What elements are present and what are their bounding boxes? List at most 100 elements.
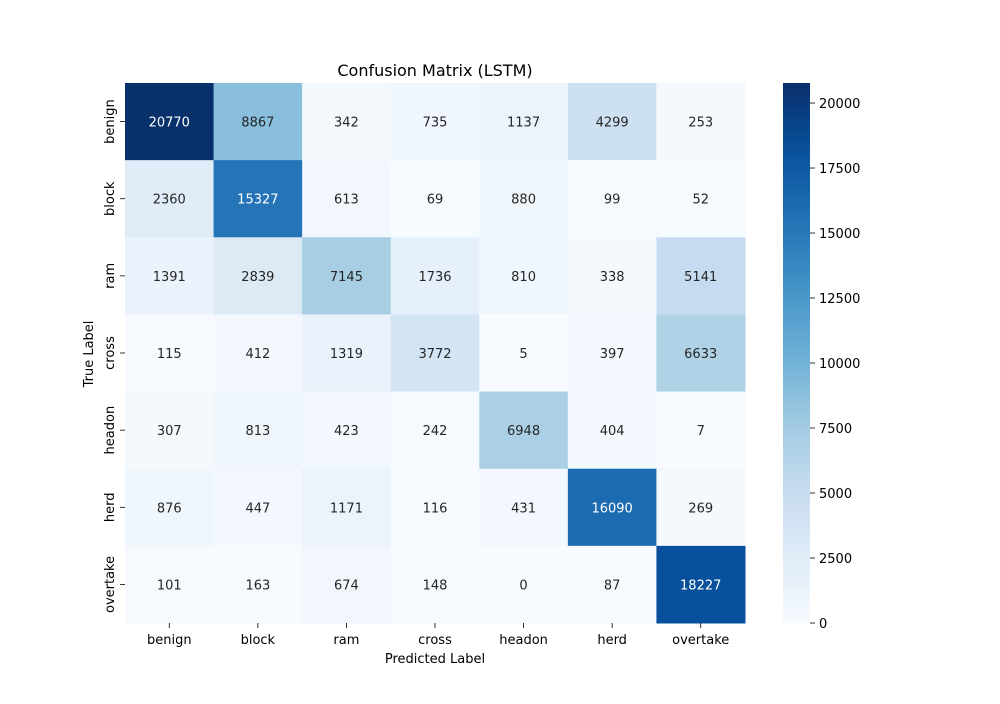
heatmap-cell-cross-benign (125, 314, 215, 393)
y-tick-label-block: block (103, 181, 118, 216)
cell-label-benign-cross: 735 (423, 116, 448, 131)
cell-label-ram-cross: 1736 (418, 270, 451, 285)
cell-label-herd-block: 447 (245, 501, 270, 516)
colorbar-tick-label-12500: 12500 (819, 292, 860, 307)
cell-label-cross-cross: 3772 (418, 347, 451, 362)
y-tick-label-overtake: overtake (103, 556, 118, 613)
heatmap-cell-herd-herd (567, 468, 657, 547)
heatmap-cell-cross-overtake (656, 314, 746, 393)
cell-label-block-herd: 99 (604, 193, 621, 208)
heatmap-cell-block-ram (302, 160, 392, 238)
cell-label-cross-overtake: 6633 (684, 347, 717, 362)
cell-label-headon-block: 813 (245, 424, 270, 439)
cell-label-benign-block: 8867 (241, 116, 274, 131)
heatmap-cell-block-headon (479, 160, 569, 238)
cell-label-benign-benign: 20770 (149, 116, 190, 131)
heatmap-cell-ram-herd (567, 237, 657, 315)
cell-label-herd-benign: 876 (157, 501, 182, 516)
cell-label-cross-headon: 5 (519, 347, 527, 362)
colorbar-gradient (783, 83, 810, 623)
cell-label-herd-cross: 116 (423, 501, 448, 516)
heatmap-cell-herd-headon (479, 468, 569, 547)
heatmap-cell-herd-overtake (656, 468, 746, 547)
y-tick-label-herd: herd (103, 492, 118, 522)
x-tick-label-block: block (241, 633, 276, 648)
heatmap-cell-overtake-headon (479, 545, 569, 624)
chart-title: Confusion Matrix (LSTM) (337, 61, 532, 80)
cell-label-benign-ram: 342 (334, 116, 359, 131)
colorbar-tick-label-2500: 2500 (819, 552, 852, 567)
colorbar-tick-label-0: 0 (819, 617, 827, 632)
cell-label-cross-benign: 115 (157, 347, 182, 362)
heatmap-cell-herd-ram (302, 468, 392, 547)
colorbar-tick-label-7500: 7500 (819, 422, 852, 437)
colorbar-tick-label-20000: 20000 (819, 97, 860, 112)
cell-label-ram-overtake: 5141 (684, 270, 717, 285)
y-tick-label-ram: ram (103, 263, 118, 289)
cell-label-benign-headon: 1137 (507, 116, 540, 131)
x-tick-label-herd: herd (597, 633, 627, 648)
cell-label-overtake-cross: 148 (423, 578, 448, 593)
colorbar: 0 2500 5000 7500 10000 12500 15000 17500 20000 (783, 83, 860, 632)
heatmap-cell-ram-benign (125, 237, 215, 315)
heatmap-cell-benign-headon (479, 83, 569, 161)
heatmap-cell-headon-benign (125, 391, 215, 470)
heatmap-cell-ram-headon (479, 237, 569, 315)
cell-label-ram-block: 2839 (241, 270, 274, 285)
cell-label-headon-headon: 6948 (507, 424, 540, 439)
heatmap-cell-headon-ram (302, 391, 392, 470)
heatmap-cell-herd-cross (390, 468, 480, 547)
x-tick-label-benign: benign (147, 633, 192, 648)
heatmap-cell-benign-ram (302, 83, 392, 161)
y-axis-ticks: benign block ram cross headon herd overtake (103, 99, 125, 613)
cell-label-block-ram: 613 (334, 193, 359, 208)
heatmap-cell-benign-overtake (656, 83, 746, 161)
cell-label-block-overtake: 52 (692, 193, 709, 208)
heatmap-cell-ram-overtake (656, 237, 746, 315)
cell-label-headon-cross: 242 (423, 424, 448, 439)
heatmap-cell-benign-herd (567, 83, 657, 161)
x-tick-label-overtake: overtake (672, 633, 729, 648)
cell-label-herd-headon: 431 (511, 501, 536, 516)
cell-label-block-block: 15327 (237, 193, 278, 208)
cell-label-herd-ram: 1171 (330, 501, 363, 516)
heatmap-cell-block-benign (125, 160, 215, 238)
cell-label-block-cross: 69 (427, 193, 444, 208)
cell-label-herd-herd: 16090 (591, 501, 632, 516)
cell-label-headon-ram: 423 (334, 424, 359, 439)
cell-label-benign-herd: 4299 (596, 116, 629, 131)
x-axis-label: Predicted Label (385, 652, 485, 667)
colorbar-tick-label-5000: 5000 (819, 487, 852, 502)
y-tick-label-cross: cross (103, 336, 118, 370)
cell-label-overtake-benign: 101 (157, 578, 182, 593)
colorbar-tick-label-17500: 17500 (819, 162, 860, 177)
cell-label-ram-headon: 810 (511, 270, 536, 285)
heatmap-cell-cross-headon (479, 314, 569, 393)
heatmap-cell-benign-cross (390, 83, 480, 161)
colorbar-tick-label-15000: 15000 (819, 227, 860, 242)
heatmap-cell-block-block (213, 160, 303, 238)
heatmap-cell-herd-block (213, 468, 303, 547)
heatmap-cell-overtake-cross (390, 545, 480, 624)
heatmap-cell-headon-herd (567, 391, 657, 470)
cell-label-cross-ram: 1319 (330, 347, 363, 362)
heatmap-cell-headon-overtake (656, 391, 746, 470)
heatmap-cell-overtake-overtake (656, 545, 746, 624)
heatmap-cell-block-overtake (656, 160, 746, 238)
heatmap-cell-overtake-herd (567, 545, 657, 624)
x-axis-ticks: benign block ram cross headon herd overtake (147, 623, 729, 648)
heatmap-cell-headon-cross (390, 391, 480, 470)
heatmap-cell-ram-ram (302, 237, 392, 315)
heatmap-cell-benign-benign (125, 83, 215, 161)
colorbar-tick-label-10000: 10000 (819, 357, 860, 372)
x-tick-label-headon: headon (499, 633, 548, 648)
y-axis-label: True Label (82, 321, 97, 389)
cell-label-overtake-herd: 87 (604, 578, 621, 593)
heatmap-cell-headon-headon (479, 391, 569, 470)
cell-label-block-benign: 2360 (153, 193, 186, 208)
cell-label-overtake-ram: 674 (334, 578, 359, 593)
cell-label-overtake-headon: 0 (519, 578, 527, 593)
heatmap-cell-benign-block (213, 83, 303, 161)
